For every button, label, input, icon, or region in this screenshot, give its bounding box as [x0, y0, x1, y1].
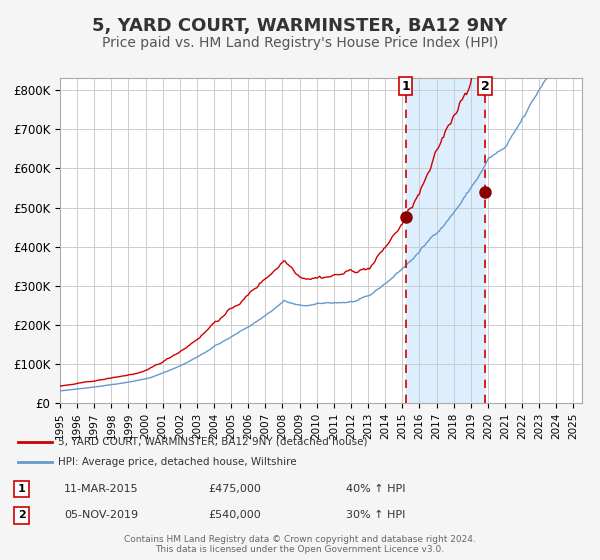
Text: 5, YARD COURT, WARMINSTER, BA12 9NY: 5, YARD COURT, WARMINSTER, BA12 9NY [92, 17, 508, 35]
Text: HPI: Average price, detached house, Wiltshire: HPI: Average price, detached house, Wilt… [58, 457, 297, 467]
Bar [406, 78, 485, 403]
Text: 40% ↑ HPI: 40% ↑ HPI [346, 484, 406, 494]
Text: 30% ↑ HPI: 30% ↑ HPI [346, 510, 406, 520]
Text: 1: 1 [18, 484, 26, 494]
Text: Contains HM Land Registry data © Crown copyright and database right 2024.
This d: Contains HM Land Registry data © Crown c… [124, 535, 476, 554]
Text: Price paid vs. HM Land Registry's House Price Index (HPI): Price paid vs. HM Land Registry's House … [102, 36, 498, 50]
Text: 1: 1 [401, 80, 410, 93]
Text: 11-MAR-2015: 11-MAR-2015 [64, 484, 139, 494]
Text: £540,000: £540,000 [208, 510, 260, 520]
Text: 05-NOV-2019: 05-NOV-2019 [64, 510, 138, 520]
Text: £475,000: £475,000 [208, 484, 261, 494]
Text: 5, YARD COURT, WARMINSTER, BA12 9NY (detached house): 5, YARD COURT, WARMINSTER, BA12 9NY (det… [58, 437, 368, 447]
Text: 2: 2 [481, 80, 490, 93]
Text: 2: 2 [18, 510, 26, 520]
